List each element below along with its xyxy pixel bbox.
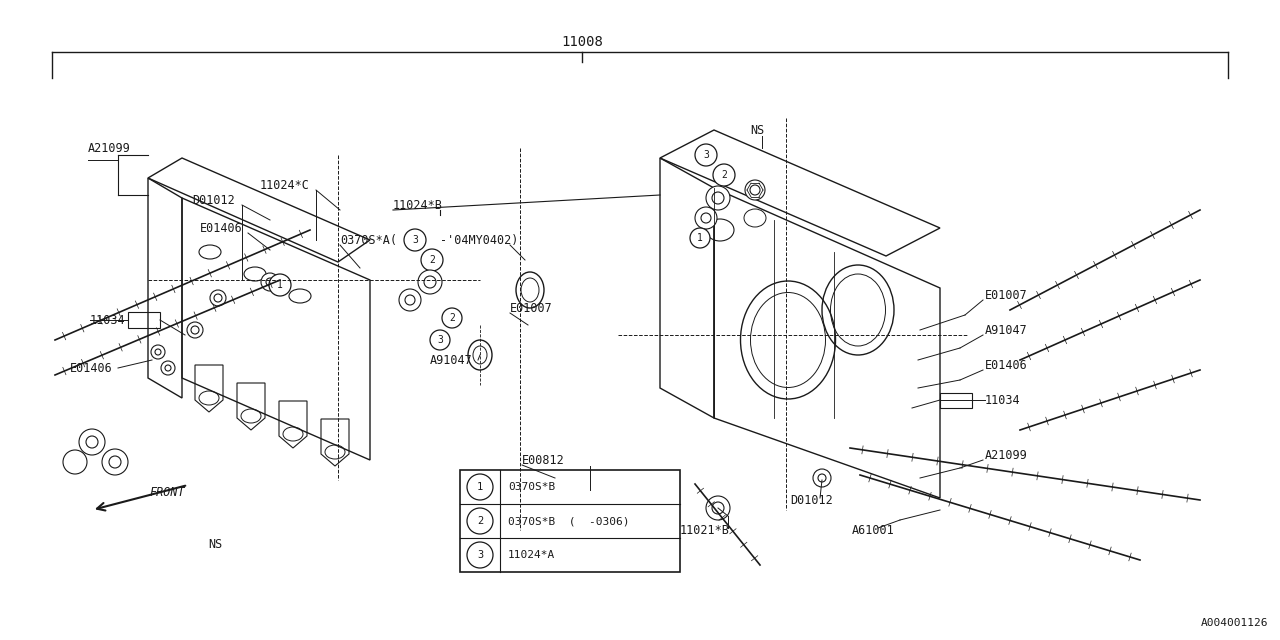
- Circle shape: [165, 365, 172, 371]
- Circle shape: [151, 345, 165, 359]
- Text: 11034: 11034: [986, 394, 1020, 406]
- Circle shape: [712, 502, 724, 514]
- Text: 1: 1: [698, 233, 703, 243]
- Circle shape: [109, 456, 122, 468]
- Text: E01007: E01007: [509, 301, 553, 314]
- Text: 3: 3: [477, 550, 483, 560]
- Text: E01406: E01406: [70, 362, 113, 374]
- Circle shape: [707, 186, 730, 210]
- Circle shape: [266, 278, 274, 286]
- Circle shape: [750, 185, 760, 195]
- Text: 11021*B: 11021*B: [680, 524, 730, 536]
- Text: NS: NS: [207, 538, 223, 552]
- Bar: [460, 470, 680, 572]
- Circle shape: [430, 330, 451, 350]
- Text: NS: NS: [750, 124, 764, 136]
- Circle shape: [419, 270, 442, 294]
- Text: 3: 3: [703, 150, 709, 160]
- Circle shape: [712, 192, 724, 204]
- Text: A21099: A21099: [88, 141, 131, 154]
- Text: A004001126: A004001126: [1201, 618, 1268, 628]
- Text: A21099: A21099: [986, 449, 1028, 461]
- Text: E01406: E01406: [986, 358, 1028, 371]
- Bar: [940, 393, 972, 408]
- Circle shape: [399, 289, 421, 311]
- Circle shape: [86, 436, 99, 448]
- Circle shape: [404, 295, 415, 305]
- Text: 3: 3: [436, 335, 443, 345]
- Text: 11034: 11034: [90, 314, 125, 326]
- Text: 0370S*B  (  -0306): 0370S*B ( -0306): [508, 516, 630, 526]
- Text: 0370S*A(: 0370S*A(: [340, 234, 397, 246]
- Circle shape: [745, 180, 765, 200]
- Text: 11024*B: 11024*B: [393, 198, 443, 211]
- Circle shape: [701, 213, 710, 223]
- Circle shape: [442, 308, 462, 328]
- Circle shape: [690, 228, 710, 248]
- Text: D01012: D01012: [790, 493, 833, 506]
- Text: E00812: E00812: [522, 454, 564, 467]
- Text: 1: 1: [276, 280, 283, 290]
- Circle shape: [79, 429, 105, 455]
- Text: 2: 2: [477, 516, 483, 526]
- Circle shape: [713, 164, 735, 186]
- Text: 1: 1: [477, 482, 483, 492]
- Text: A61001: A61001: [852, 524, 895, 536]
- Text: 11008: 11008: [561, 35, 603, 49]
- Circle shape: [707, 496, 730, 520]
- Circle shape: [161, 361, 175, 375]
- Circle shape: [404, 229, 426, 251]
- Text: 0370S*B: 0370S*B: [508, 482, 556, 492]
- Text: -'04MY0402): -'04MY0402): [440, 234, 518, 246]
- Circle shape: [191, 326, 198, 334]
- Bar: [128, 312, 160, 328]
- Circle shape: [261, 273, 279, 291]
- Text: 2: 2: [449, 313, 454, 323]
- Text: A91047: A91047: [986, 323, 1028, 337]
- Circle shape: [155, 349, 161, 355]
- Circle shape: [695, 207, 717, 229]
- Circle shape: [214, 294, 221, 302]
- Circle shape: [467, 474, 493, 500]
- Circle shape: [424, 276, 436, 288]
- Text: D01012: D01012: [192, 193, 234, 207]
- Circle shape: [421, 249, 443, 271]
- Circle shape: [818, 474, 826, 482]
- Text: 3: 3: [412, 235, 419, 245]
- Text: 11024*A: 11024*A: [508, 550, 556, 560]
- Text: A91047: A91047: [430, 353, 472, 367]
- Text: FRONT: FRONT: [150, 486, 186, 499]
- Circle shape: [695, 144, 717, 166]
- Circle shape: [210, 290, 227, 306]
- Circle shape: [813, 469, 831, 487]
- Circle shape: [467, 508, 493, 534]
- Text: 2: 2: [721, 170, 727, 180]
- Text: 11024*C: 11024*C: [260, 179, 310, 191]
- Text: E01406: E01406: [200, 221, 243, 234]
- Circle shape: [269, 274, 291, 296]
- Circle shape: [467, 542, 493, 568]
- Circle shape: [102, 449, 128, 475]
- Text: E01007: E01007: [986, 289, 1028, 301]
- Text: 2: 2: [429, 255, 435, 265]
- Circle shape: [187, 322, 204, 338]
